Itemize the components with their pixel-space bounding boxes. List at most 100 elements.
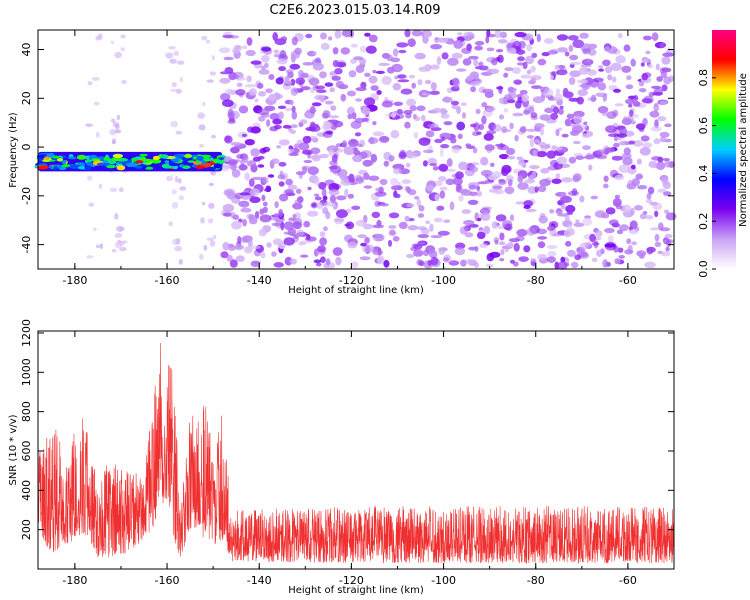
noise-blob <box>230 74 240 79</box>
noise-blob <box>206 79 214 83</box>
noise-blob <box>648 160 658 168</box>
noise-blob <box>220 93 231 101</box>
noise-blob <box>364 32 371 37</box>
noise-blob <box>363 185 373 189</box>
spectrogram-x-label: Height of straight line (km) <box>288 285 424 296</box>
noise-blob <box>411 30 423 37</box>
noise-blob <box>314 196 322 201</box>
noise-blob <box>654 241 662 247</box>
noise-blob <box>602 93 607 102</box>
noise-blob <box>219 71 231 75</box>
noise-blob <box>115 225 124 232</box>
noise-blob <box>208 182 214 187</box>
noise-blob <box>582 145 591 151</box>
noise-blob <box>524 179 536 184</box>
noise-blob <box>424 79 432 85</box>
noise-blob <box>517 56 525 62</box>
noise-blob <box>523 245 531 253</box>
noise-blob <box>597 65 604 69</box>
x-tick-label: -100 <box>431 274 456 287</box>
noise-blob <box>499 153 509 160</box>
noise-blob <box>656 76 663 82</box>
noise-blob <box>298 69 304 79</box>
noise-blob <box>437 230 450 236</box>
noise-blob <box>416 198 422 208</box>
noise-blob <box>383 160 389 167</box>
band-blob <box>77 166 86 170</box>
noise-blob <box>413 244 423 250</box>
noise-blob <box>461 112 467 119</box>
noise-blob <box>578 84 590 88</box>
noise-blob <box>411 82 417 89</box>
noise-blob <box>504 243 510 253</box>
noise-blob <box>655 63 660 71</box>
noise-blob <box>222 99 234 107</box>
noise-blob <box>370 85 379 91</box>
noise-blob <box>436 56 442 65</box>
noise-blob <box>264 62 269 68</box>
noise-blob <box>661 67 672 73</box>
noise-blob <box>390 112 397 118</box>
noise-blob <box>526 69 532 75</box>
noise-blob <box>175 88 182 94</box>
noise-blob <box>591 257 598 262</box>
noise-blob <box>466 163 476 169</box>
noise-blob <box>257 82 264 89</box>
noise-blob <box>554 93 563 99</box>
noise-blob <box>628 140 636 145</box>
noise-blob <box>208 202 215 209</box>
noise-blob <box>400 88 413 95</box>
x-tick-label: -160 <box>155 574 180 587</box>
noise-blob <box>466 75 474 82</box>
band-blob <box>96 162 109 166</box>
noise-blob <box>494 29 502 38</box>
noise-blob <box>314 94 326 101</box>
noise-blob <box>421 114 426 122</box>
noise-blob <box>475 108 481 115</box>
noise-blob <box>582 217 593 226</box>
noise-blob <box>199 143 205 148</box>
noise-blob <box>649 110 660 118</box>
noise-blob <box>324 100 334 105</box>
noise-blob <box>429 163 438 167</box>
noise-blob <box>572 173 582 182</box>
noise-blob <box>568 77 576 85</box>
noise-blob <box>470 86 476 93</box>
noise-blob <box>451 52 463 59</box>
noise-blob <box>634 205 643 211</box>
noise-blob <box>595 230 603 238</box>
noise-blob <box>641 98 653 104</box>
noise-blob <box>497 225 504 230</box>
noise-blob <box>224 88 234 95</box>
noise-blob <box>168 46 176 50</box>
noise-blob <box>531 85 542 89</box>
noise-blob <box>421 92 430 96</box>
noise-blob <box>544 107 555 114</box>
noise-blob <box>600 248 605 255</box>
noise-blob <box>199 253 204 260</box>
noise-blob <box>641 58 652 63</box>
noise-blob <box>110 118 116 123</box>
noise-blob <box>316 262 322 267</box>
noise-blob <box>398 221 408 230</box>
noise-blob <box>329 165 342 174</box>
noise-blob <box>530 258 536 262</box>
noise-blob <box>200 217 205 224</box>
noise-blob <box>425 220 431 225</box>
noise-blob <box>179 186 187 191</box>
noise-blob <box>277 105 287 110</box>
noise-blob <box>174 245 183 252</box>
noise-blob <box>632 100 641 107</box>
noise-blob <box>451 104 459 110</box>
noise-blob <box>300 86 311 91</box>
noise-blob <box>391 185 403 191</box>
noise-blob <box>455 242 466 250</box>
noise-blob <box>219 77 231 84</box>
noise-blob <box>277 241 286 250</box>
noise-blob <box>250 60 262 65</box>
noise-blob <box>284 107 292 112</box>
noise-blob <box>466 145 476 150</box>
noise-blob <box>278 66 286 72</box>
noise-blob <box>505 42 512 52</box>
noise-blob <box>392 48 399 57</box>
